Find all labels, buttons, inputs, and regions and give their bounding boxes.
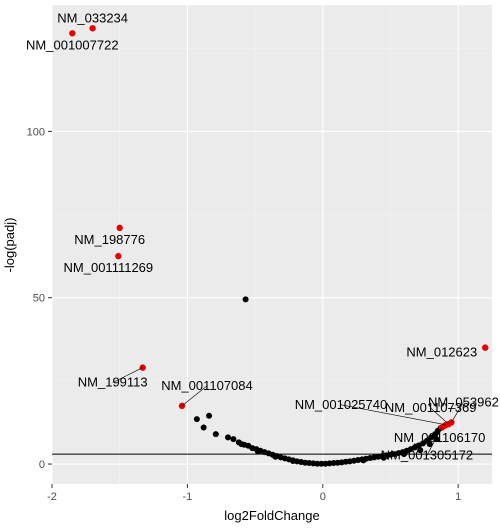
data-point bbox=[426, 441, 433, 448]
label-leader bbox=[451, 402, 464, 423]
point-label: NM_199113 bbox=[78, 375, 148, 390]
highlighted-point bbox=[139, 364, 146, 371]
highlighted-point bbox=[89, 25, 96, 32]
highlighted-point bbox=[482, 344, 489, 351]
panel-background bbox=[52, 5, 492, 484]
x-tick-label: 0 bbox=[320, 491, 326, 503]
highlighted-point bbox=[116, 224, 123, 232]
label-leader bbox=[340, 404, 447, 426]
grid-major bbox=[51, 5, 492, 484]
y-tick-label: 50 bbox=[33, 293, 45, 305]
points-layer bbox=[69, 25, 489, 467]
label-leader bbox=[426, 427, 443, 456]
y-axis-title: -log(padj) bbox=[2, 218, 17, 273]
point-label: NM_053962 bbox=[428, 394, 499, 409]
x-axis-title: log2FoldChange bbox=[224, 508, 319, 523]
data-point bbox=[200, 424, 207, 431]
y-tick-label: 100 bbox=[27, 126, 45, 138]
point-label: NM_001305172 bbox=[381, 447, 474, 462]
data-point bbox=[360, 457, 367, 464]
y-axis: 0 50 100 bbox=[27, 126, 52, 471]
data-point bbox=[238, 441, 245, 448]
point-label: NM_001025740 bbox=[295, 397, 388, 412]
point-label: NM_001106170 bbox=[394, 430, 486, 445]
data-point bbox=[230, 436, 237, 443]
point-label: NM_001111269 bbox=[64, 260, 154, 275]
data-point bbox=[289, 458, 296, 465]
point-label: NM_001107084 bbox=[161, 378, 253, 393]
data-point bbox=[401, 451, 407, 458]
data-point bbox=[193, 416, 200, 423]
point-label: NM_001107369 bbox=[385, 400, 477, 415]
point-label: NM_033234 bbox=[57, 10, 128, 25]
data-point bbox=[206, 412, 213, 419]
data-point bbox=[254, 448, 261, 455]
label-leader bbox=[430, 407, 449, 425]
y-tick-label: 0 bbox=[39, 459, 45, 471]
grid-minor bbox=[52, 5, 492, 484]
data-point bbox=[225, 434, 231, 441]
label-leader bbox=[112, 367, 143, 383]
x-tick-label: -2 bbox=[47, 491, 57, 503]
x-tick-label: 1 bbox=[455, 491, 461, 503]
data-point bbox=[428, 434, 435, 441]
point-label: NM_198776 bbox=[74, 232, 145, 247]
point-label: NM_012623 bbox=[406, 345, 477, 360]
point-label: NM_001007722 bbox=[26, 37, 119, 52]
point-labels: NM_033234 NM_001007722 NM_198776 NM_0011112… bbox=[26, 10, 499, 462]
label-leader bbox=[181, 385, 208, 407]
data-point bbox=[242, 296, 249, 303]
label-leaders bbox=[112, 367, 464, 456]
data-point bbox=[272, 453, 279, 460]
data-point bbox=[380, 454, 387, 461]
x-axis: -2 -1 0 1 bbox=[47, 484, 461, 503]
data-point bbox=[212, 431, 219, 438]
highlighted-point bbox=[115, 252, 122, 260]
data-point bbox=[417, 447, 424, 454]
highlighted-point bbox=[69, 30, 76, 37]
x-tick-label: -1 bbox=[182, 491, 192, 503]
highlighted-point bbox=[438, 424, 446, 431]
